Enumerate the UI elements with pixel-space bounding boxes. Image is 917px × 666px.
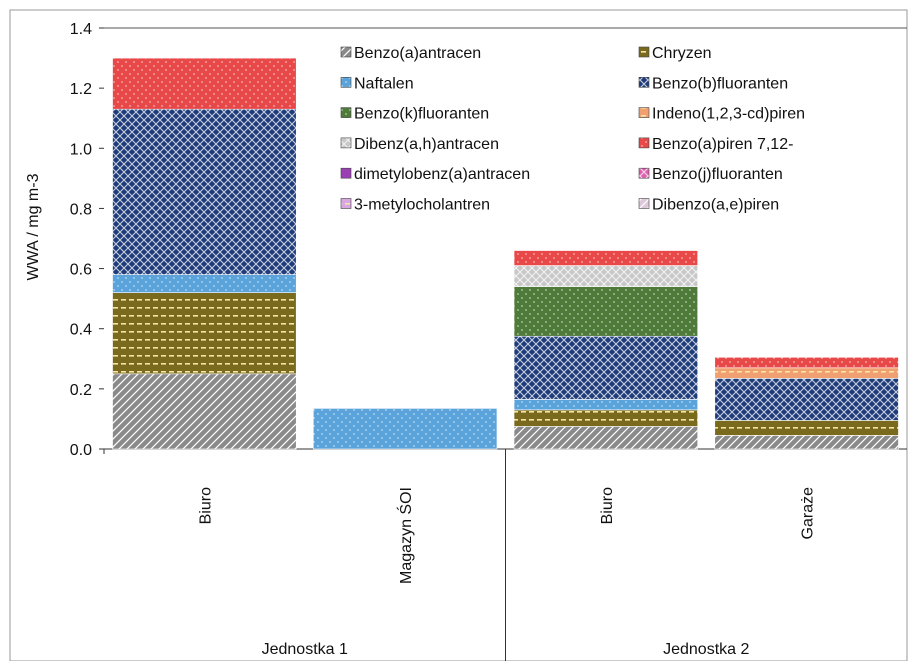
legend-item-benzo-b-fluoranten: Benzo(b)fluoranten: [638, 75, 788, 92]
legend-swatch-dibenzo-a-e-piren: [638, 198, 650, 209]
bars-layer: [112, 57, 899, 450]
bar-segment-naftalen-3: [513, 399, 699, 411]
legend-label-benzo-k-fluoranten: Benzo(k)fluoranten: [354, 106, 489, 123]
legend: Benzo(a)antracen Chryzen Naftalen Benzo(b)f…: [340, 45, 805, 214]
group-label-2: Jednostka 2: [663, 641, 749, 658]
y-axis: 0.0 0.2 0.4 0.6 0.8 1.0 1.2 1.4: [70, 21, 907, 459]
bar-segment-benzo-b-fluoranten-3: [513, 335, 699, 400]
legend-label-dibenzo-a-e-piren: Dibenzo(a,e)piren: [652, 197, 779, 214]
legend-swatch-benzo-k-fluoranten: [340, 107, 352, 118]
group-label-1: Jednostka 1: [262, 641, 348, 658]
legend-item-benzo-a-piren-7-12: Benzo(a)piren 7,12-: [638, 136, 793, 153]
legend-swatch-dibenz-a-h-antracen: [340, 137, 352, 149]
legend-item-dimetylobenz-a-antracen: dimetylobenz(a)antracen: [340, 166, 530, 183]
legend-swatch-dimetylobenz-a-antracen: [340, 167, 352, 179]
bar-segment-benzo-a-antracen-3: [513, 426, 699, 450]
bar-segment-benzo-a-piren-7-12-4: [714, 356, 899, 369]
y-tick-label: 1.0: [70, 141, 92, 158]
bar-segment-dibenz-a-h-antracen-3: [513, 265, 699, 287]
legend-swatch-chryzen: [638, 46, 650, 58]
y-tick-label: 0.6: [70, 262, 92, 279]
legend-swatch-benzo-j-fluoranten: [638, 167, 650, 179]
bar-segment-benzo-k-fluoranten-3: [513, 286, 699, 337]
x-tick-label-2: Magazyn ŚOI: [396, 487, 415, 584]
y-axis-label: WWA / mg m-3: [25, 173, 42, 280]
bar-segment-chryzen-4: [714, 420, 899, 436]
legend-label-benzo-a-antracen: Benzo(a)antracen: [354, 45, 481, 62]
y-tick-label: 1.2: [70, 81, 92, 98]
legend-item-chryzen: Chryzen: [638, 45, 712, 62]
legend-item-benzo-k-fluoranten: Benzo(k)fluoranten: [340, 106, 489, 123]
legend-swatch-naftalen: [340, 77, 352, 88]
legend-item-dibenz-a-h-antracen: Dibenz(a,h)antracen: [340, 136, 499, 153]
bar-segment-chryzen-1: [112, 292, 297, 375]
legend-label-3-metylocholantren: 3-metylocholantren: [354, 197, 490, 214]
legend-item-3-metylocholantren: 3-metylocholantren: [340, 197, 490, 214]
y-tick-label: 1.4: [70, 21, 92, 38]
legend-swatch-benzo-b-fluoranten: [638, 77, 650, 88]
legend-item-dibenzo-a-e-piren: Dibenzo(a,e)piren: [638, 197, 779, 214]
legend-item-benzo-a-antracen: Benzo(a)antracen: [340, 45, 481, 62]
x-tick-label-4: Garaże: [800, 487, 817, 540]
bar-segment-naftalen-1: [112, 274, 297, 293]
bar-segment-benzo-a-piren-7-12-1: [112, 57, 297, 110]
x-tick-label-1: Biuro: [197, 487, 214, 524]
y-tick-label: 0.0: [70, 442, 92, 459]
legend-swatch-benzo-a-piren-7-12: [638, 137, 650, 149]
bar-segment-benzo-a-piren-7-12-3: [513, 250, 699, 266]
x-tick-label-3: Biuro: [599, 487, 616, 524]
bar-segment-benzo-b-fluoranten-4: [714, 378, 899, 421]
bar-segment-benzo-a-antracen-4: [714, 435, 899, 450]
legend-label-naftalen: Naftalen: [354, 75, 414, 92]
bar-segment-indeno-1-2-3-cd-piren-4: [714, 367, 899, 379]
legend-label-benzo-j-fluoranten: Benzo(j)fluoranten: [652, 166, 783, 183]
legend-item-naftalen: Naftalen: [340, 75, 414, 92]
bar-segment-chryzen-3: [513, 409, 699, 427]
bar-segment-naftalen-2: [312, 408, 498, 450]
legend-label-dibenz-a-h-antracen: Dibenz(a,h)antracen: [354, 136, 499, 153]
y-tick-label: 0.8: [70, 201, 92, 218]
legend-label-benzo-a-piren-7-12: Benzo(a)piren 7,12-: [652, 136, 793, 153]
bar-segment-benzo-b-fluoranten-1: [112, 108, 297, 275]
legend-swatch-benzo-a-antracen: [340, 46, 352, 58]
legend-item-indeno-1-2-3-cd-piren: Indeno(1,2,3-cd)piren: [638, 106, 805, 123]
legend-label-indeno-1-2-3-cd-piren: Indeno(1,2,3-cd)piren: [652, 106, 805, 123]
legend-item-benzo-j-fluoranten: Benzo(j)fluoranten: [638, 166, 783, 183]
legend-swatch-indeno-1-2-3-cd-piren: [638, 107, 650, 118]
bar-segment-benzo-a-antracen-1: [112, 373, 297, 450]
legend-swatch-3-metylocholantren: [340, 198, 352, 209]
y-tick-label: 0.2: [70, 382, 92, 399]
y-tick-label: 0.4: [70, 322, 92, 339]
legend-label-benzo-b-fluoranten: Benzo(b)fluoranten: [652, 75, 788, 92]
legend-label-dimetylobenz-a-antracen: dimetylobenz(a)antracen: [354, 166, 530, 183]
x-axis: Biuro Magazyn ŚOI Biuro Garaże Jednostka 1 Je…: [103, 449, 817, 661]
legend-label-chryzen: Chryzen: [652, 45, 712, 62]
